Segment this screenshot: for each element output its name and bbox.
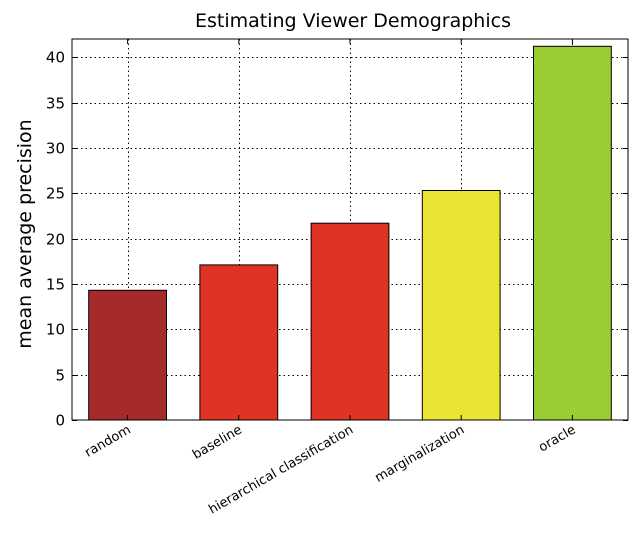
y-tick-label: 20 bbox=[46, 231, 65, 249]
y-tick-label: 25 bbox=[46, 185, 65, 203]
y-tick-label: 10 bbox=[46, 321, 65, 339]
x-tick-label: baseline bbox=[190, 422, 245, 462]
y-tick-label: 40 bbox=[46, 49, 65, 67]
x-tick-label: random bbox=[82, 422, 133, 460]
y-tick-label: 30 bbox=[46, 140, 65, 158]
bar-baseline bbox=[199, 264, 279, 421]
bar-oracle bbox=[533, 45, 612, 421]
bars bbox=[88, 45, 612, 421]
y-tick-label: 0 bbox=[55, 412, 65, 430]
bar-hierarchical-classification bbox=[310, 222, 390, 421]
y-tick-label: 35 bbox=[46, 95, 65, 113]
bar-random bbox=[88, 289, 167, 421]
axis-ticks bbox=[72, 39, 628, 421]
x-tick-label: marginalization bbox=[372, 422, 467, 485]
bar-marginalization bbox=[421, 190, 501, 421]
y-tick-label: 15 bbox=[46, 276, 65, 294]
chart-title: Estimating Viewer Demographics bbox=[195, 10, 511, 32]
y-axis-label: mean average precision bbox=[14, 119, 36, 348]
y-tick-label: 5 bbox=[55, 367, 65, 385]
x-tick-label: oracle bbox=[536, 422, 578, 455]
